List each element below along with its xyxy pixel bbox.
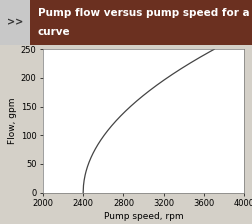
- Text: >>: >>: [7, 17, 23, 27]
- Text: curve: curve: [38, 27, 70, 37]
- X-axis label: Pump speed, rpm: Pump speed, rpm: [104, 212, 183, 221]
- Text: Pump flow versus pump speed for a flat pump: Pump flow versus pump speed for a flat p…: [38, 8, 252, 17]
- Y-axis label: Flow, gpm: Flow, gpm: [8, 98, 17, 144]
